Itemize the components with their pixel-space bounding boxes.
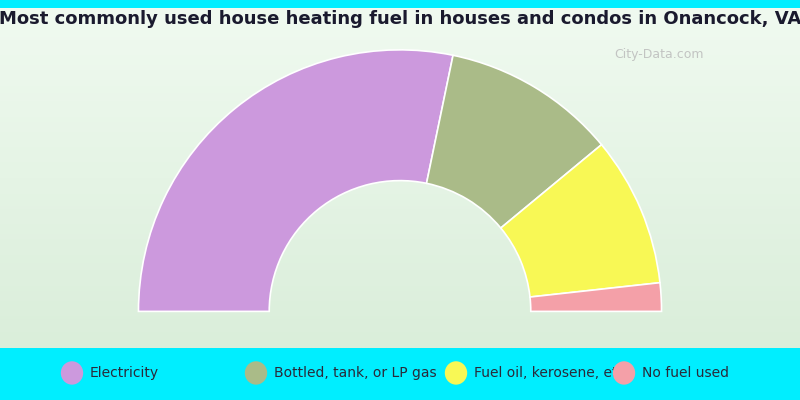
Ellipse shape <box>245 361 267 385</box>
Wedge shape <box>426 55 602 228</box>
Wedge shape <box>501 145 660 297</box>
Text: Bottled, tank, or LP gas: Bottled, tank, or LP gas <box>274 366 436 380</box>
Wedge shape <box>530 283 662 311</box>
Ellipse shape <box>61 361 83 385</box>
Text: City-Data.com: City-Data.com <box>614 48 704 61</box>
Text: No fuel used: No fuel used <box>642 366 729 380</box>
Ellipse shape <box>445 361 467 385</box>
Wedge shape <box>138 50 453 311</box>
Text: Fuel oil, kerosene, etc.: Fuel oil, kerosene, etc. <box>474 366 629 380</box>
Ellipse shape <box>613 361 635 385</box>
Text: Most commonly used house heating fuel in houses and condos in Onancock, VA: Most commonly used house heating fuel in… <box>0 10 800 28</box>
Text: Electricity: Electricity <box>90 366 158 380</box>
